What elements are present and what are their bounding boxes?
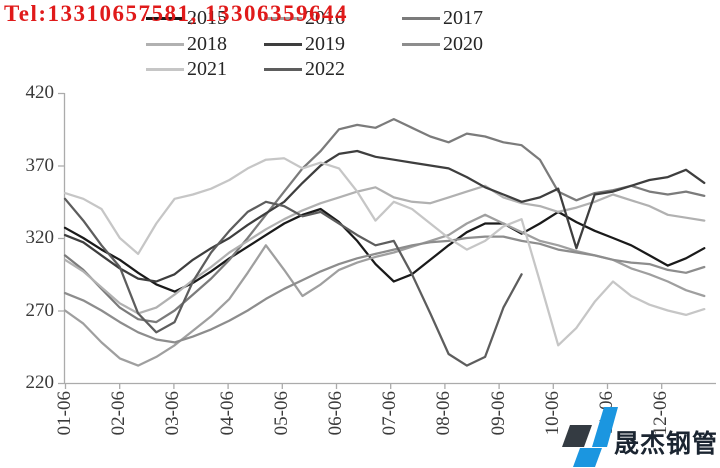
x-tick-label-06-06: 06-06	[325, 391, 346, 436]
legend-item-2019: 2019	[264, 33, 345, 55]
legend-label-2021: 2021	[187, 58, 227, 80]
legend-label-2017: 2017	[443, 7, 483, 29]
legend-line-sample-2015	[146, 16, 184, 20]
y-tick-label-420: 420	[25, 82, 55, 103]
series-line-2015	[63, 207, 706, 293]
legend-line-sample-2018	[146, 42, 184, 46]
y-tick-label-270: 270	[25, 299, 55, 321]
y-tick-label-320: 320	[25, 227, 55, 248]
legend-item-2018: 2018	[146, 33, 227, 55]
legend-label-2018: 2018	[187, 33, 227, 55]
series-line-2019	[63, 149, 706, 283]
x-tick-label-02-06: 02-06	[108, 391, 130, 436]
legend-line-sample-2019	[264, 42, 302, 46]
legend-item-2016: 2016	[264, 7, 345, 29]
series-line-2016	[63, 213, 706, 367]
series-line-2017	[63, 117, 706, 324]
series-line-2021	[63, 157, 706, 347]
y-tick-label-220: 220	[25, 372, 55, 393]
y-tick-label-370: 370	[25, 154, 55, 176]
legend-item-2015: 2015	[146, 7, 227, 29]
x-tick-label-09-06: 09-06	[487, 391, 509, 436]
legend-item-2017: 2017	[402, 7, 483, 29]
x-tick-label-04-06: 04-06	[216, 391, 238, 436]
x-tick-label-01-06: 01-06	[54, 391, 75, 436]
axes	[58, 92, 716, 389]
legend-item-2022: 2022	[264, 58, 345, 80]
legend-label-2020: 2020	[443, 33, 483, 55]
legend-label-2016: 2016	[305, 7, 345, 29]
series-line-2018	[63, 184, 706, 315]
legend-label-2015: 2015	[187, 7, 227, 29]
brand-logo-icon	[562, 407, 618, 467]
series-line-2020	[63, 235, 706, 344]
legend-item-2021: 2021	[146, 58, 227, 80]
legend-label-2019: 2019	[305, 33, 345, 55]
legend-label-2022: 2022	[305, 58, 345, 80]
legend-line-sample-2021	[146, 67, 184, 71]
legend-item-2020: 2020	[402, 33, 483, 55]
x-tick-label-07-06: 07-06	[379, 391, 401, 436]
x-tick-label-03-06: 03-06	[162, 391, 184, 436]
brand-name: 晟杰钢管	[614, 430, 719, 458]
brand-watermark: 晟杰钢管	[542, 402, 720, 468]
x-tick-label-05-06: 05-06	[270, 391, 292, 436]
series-line-2022	[63, 197, 523, 367]
legend-line-sample-2017	[402, 16, 440, 20]
legend-line-sample-2020	[402, 42, 440, 46]
phone-number-watermark: Tel:13310657581, 13306359644	[4, 1, 348, 26]
x-tick-label-08-06: 08-06	[433, 391, 455, 436]
legend-line-sample-2022	[264, 67, 302, 71]
legend-line-sample-2016	[264, 16, 302, 20]
